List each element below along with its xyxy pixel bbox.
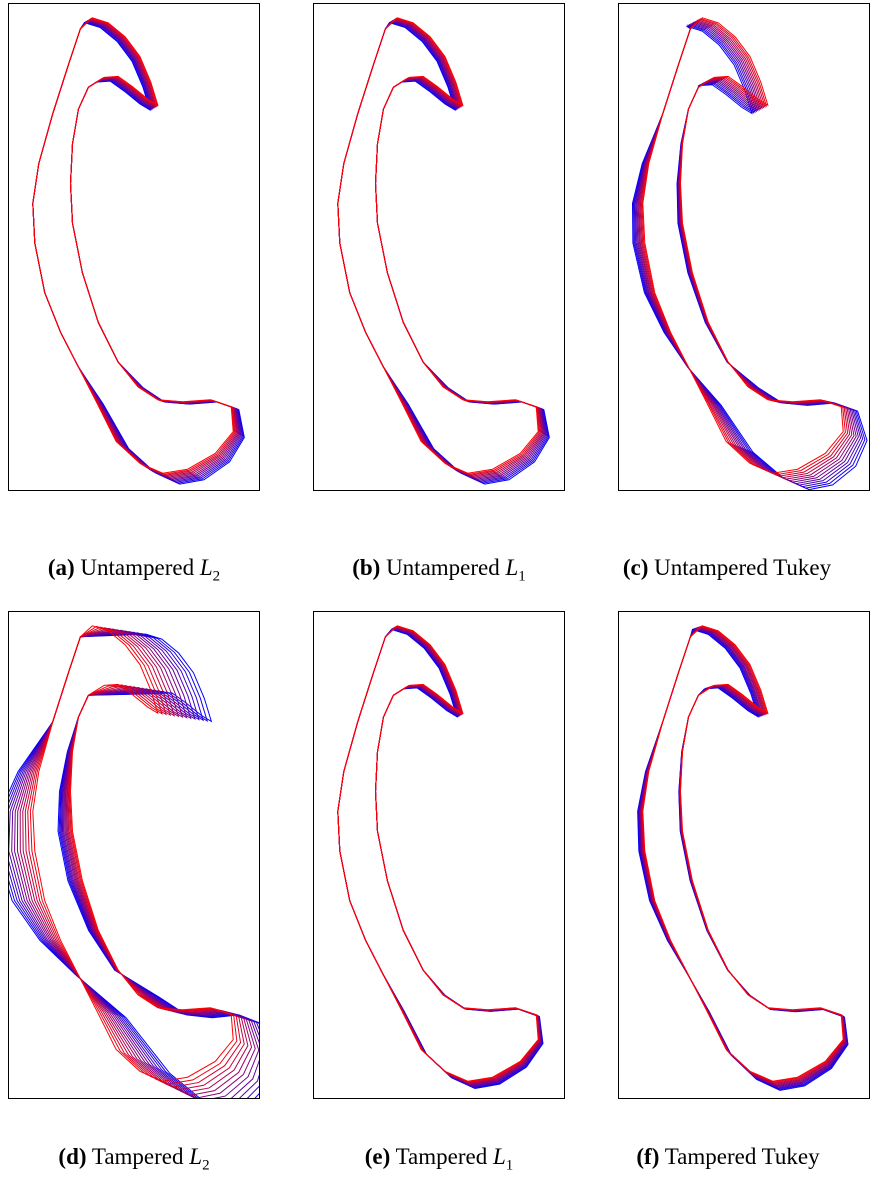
contour-line bbox=[32, 18, 237, 477]
shape-plot-f bbox=[618, 611, 870, 1099]
contour-line bbox=[337, 17, 540, 475]
contour-line bbox=[32, 17, 234, 474]
shape-plot-d bbox=[8, 611, 260, 1099]
caption-subscript: 1 bbox=[505, 1157, 514, 1174]
shape-plot-a bbox=[8, 3, 260, 491]
contour-line bbox=[337, 17, 539, 474]
contour-line bbox=[22, 627, 249, 1093]
contour-line bbox=[14, 629, 259, 1098]
contour-stack bbox=[637, 625, 849, 1091]
contour-line bbox=[32, 17, 235, 475]
contour-line bbox=[337, 18, 541, 476]
caption-label: Untampered bbox=[654, 555, 768, 580]
caption-subscript: 1 bbox=[518, 568, 526, 585]
caption-symbol: L bbox=[505, 555, 519, 580]
caption-tag: (c) bbox=[622, 555, 649, 580]
caption-tag: (e) bbox=[364, 1144, 391, 1169]
caption-d: (d) Tampered L2 bbox=[0, 1144, 284, 1175]
contour-line bbox=[642, 625, 844, 1082]
caption-text: Tukey bbox=[761, 1144, 820, 1169]
contour-stack bbox=[9, 625, 259, 1098]
shape-plot-e bbox=[313, 611, 565, 1099]
caption-c: (c) Untampered Tukey bbox=[582, 555, 872, 581]
contour-line bbox=[337, 625, 540, 1083]
caption-tag: (a) bbox=[47, 555, 75, 580]
shape-plot-b bbox=[313, 3, 565, 491]
caption-symbol: L bbox=[492, 1144, 506, 1169]
caption-a: (a) Untampered L2 bbox=[0, 555, 284, 586]
contour-line bbox=[11, 630, 259, 1098]
contour-stack bbox=[337, 17, 550, 485]
caption-label: Tampered bbox=[664, 1144, 757, 1169]
caption-symbol: L bbox=[189, 1144, 203, 1169]
contour-line bbox=[337, 625, 539, 1082]
contour-line bbox=[32, 18, 236, 476]
caption-label: Untampered bbox=[80, 555, 195, 580]
caption-label: Untampered bbox=[386, 555, 500, 580]
contour-stack bbox=[32, 17, 245, 485]
caption-tag: (f) bbox=[636, 1144, 660, 1169]
caption-tag: (d) bbox=[58, 1144, 87, 1169]
contour-line bbox=[9, 633, 259, 1098]
contour-stack bbox=[631, 17, 868, 490]
caption-symbol: L bbox=[199, 555, 213, 580]
caption-label: Tampered bbox=[91, 1144, 184, 1169]
caption-label: Tampered bbox=[395, 1144, 488, 1169]
caption-tag: (b) bbox=[352, 555, 381, 580]
contour-line bbox=[337, 18, 542, 477]
caption-subscript: 2 bbox=[212, 568, 221, 585]
caption-b: (b) Untampered L1 bbox=[289, 555, 589, 586]
shape-plot-c bbox=[618, 3, 870, 491]
contour-line bbox=[16, 629, 256, 1098]
contour-line bbox=[642, 17, 844, 474]
contour-line bbox=[19, 628, 253, 1096]
contour-line bbox=[32, 625, 234, 1082]
caption-text: Tukey bbox=[773, 555, 832, 580]
caption-subscript: 2 bbox=[202, 1157, 210, 1174]
contour-stack bbox=[337, 625, 544, 1090]
caption-e: (e) Tampered L1 bbox=[289, 1144, 589, 1175]
caption-f: (f) Tampered Tukey bbox=[586, 1144, 870, 1170]
